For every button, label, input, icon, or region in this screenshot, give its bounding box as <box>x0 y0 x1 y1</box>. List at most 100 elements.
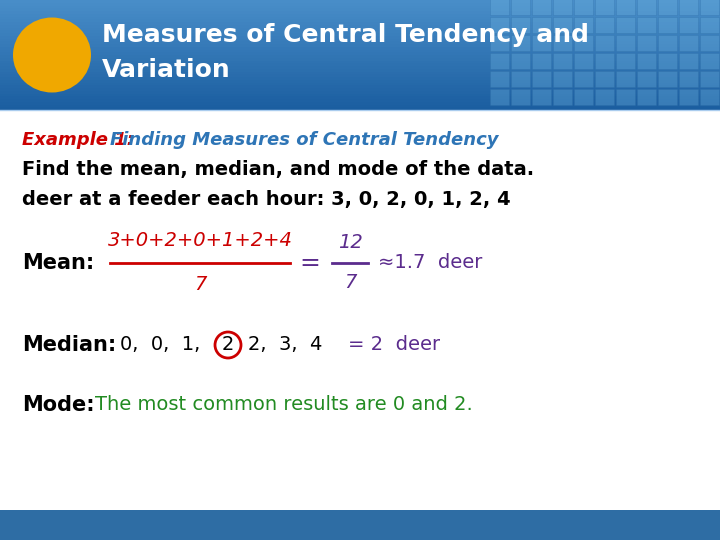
Bar <box>0 49 720 52</box>
Bar <box>532 17 551 33</box>
Bar <box>637 89 656 105</box>
Text: = 2  deer: = 2 deer <box>348 335 440 354</box>
Bar <box>0 82 720 85</box>
Bar <box>700 89 719 105</box>
Bar <box>553 17 572 33</box>
Bar <box>553 35 572 51</box>
Bar <box>616 17 635 33</box>
Bar <box>0 90 720 93</box>
Bar <box>0 40 720 44</box>
Bar <box>511 35 530 51</box>
Bar <box>574 17 593 33</box>
Bar <box>0 84 720 88</box>
Bar <box>0 54 720 58</box>
Bar <box>595 0 614 15</box>
Text: Mean:: Mean: <box>22 253 94 273</box>
Bar <box>532 89 551 105</box>
Bar <box>595 89 614 105</box>
Bar <box>0 16 720 19</box>
Bar <box>0 59 720 63</box>
Bar <box>595 53 614 69</box>
Bar <box>0 4 720 8</box>
Bar <box>0 37 720 41</box>
Bar <box>0 71 720 74</box>
Text: Find the mean, median, and mode of the data.: Find the mean, median, and mode of the d… <box>22 160 534 179</box>
Bar <box>616 0 635 15</box>
Bar <box>679 0 698 15</box>
Text: 3+0+2+0+1+2+4: 3+0+2+0+1+2+4 <box>107 232 292 251</box>
Bar <box>0 87 720 91</box>
Bar <box>532 53 551 69</box>
Text: Copyright © by Holt Mc Dougal. All Rights Reserved.: Copyright © by Holt Mc Dougal. All Right… <box>433 520 708 530</box>
Bar <box>0 51 720 55</box>
Text: 2: 2 <box>222 335 234 354</box>
Bar <box>553 89 572 105</box>
Bar <box>700 53 719 69</box>
Text: =: = <box>300 251 320 275</box>
Text: ≈1.7  deer: ≈1.7 deer <box>378 253 482 273</box>
Bar <box>490 89 509 105</box>
Bar <box>679 71 698 87</box>
Bar <box>0 95 720 99</box>
Bar <box>511 53 530 69</box>
Bar <box>574 35 593 51</box>
Text: deer at a feeder each hour: 3, 0, 2, 0, 1, 2, 4: deer at a feeder each hour: 3, 0, 2, 0, … <box>22 191 510 210</box>
Bar <box>700 0 719 15</box>
Bar <box>574 89 593 105</box>
Bar <box>0 13 720 17</box>
Bar <box>616 89 635 105</box>
Bar <box>490 0 509 15</box>
Bar <box>0 65 720 69</box>
Text: Finding Measures of Central Tendency: Finding Measures of Central Tendency <box>110 131 498 149</box>
Bar <box>658 17 677 33</box>
Bar <box>0 98 720 102</box>
Bar <box>679 89 698 105</box>
Bar <box>0 29 720 33</box>
Text: 0,  0,  1,: 0, 0, 1, <box>120 335 200 354</box>
Bar <box>0 10 720 14</box>
Bar <box>0 35 720 38</box>
Text: 12: 12 <box>338 233 362 253</box>
Bar <box>0 7 720 11</box>
Bar <box>511 0 530 15</box>
Bar <box>658 35 677 51</box>
Text: Median:: Median: <box>22 335 116 355</box>
Bar <box>511 71 530 87</box>
Bar <box>700 71 719 87</box>
Bar <box>0 18 720 22</box>
Bar <box>0 2 720 5</box>
Bar <box>532 71 551 87</box>
Bar <box>616 71 635 87</box>
Bar <box>0 57 720 60</box>
Bar <box>0 79 720 83</box>
Bar <box>0 68 720 71</box>
Bar <box>532 0 551 15</box>
Bar <box>658 0 677 15</box>
Bar <box>0 24 720 28</box>
Bar <box>700 35 719 51</box>
Bar <box>0 46 720 50</box>
Bar <box>637 35 656 51</box>
Bar <box>511 17 530 33</box>
Bar <box>595 17 614 33</box>
Bar <box>0 510 720 540</box>
Bar <box>679 35 698 51</box>
Bar <box>553 0 572 15</box>
Bar <box>595 71 614 87</box>
Text: 2,  3,  4: 2, 3, 4 <box>248 335 323 354</box>
Bar <box>637 0 656 15</box>
Bar <box>0 106 720 110</box>
Text: 7: 7 <box>344 273 356 293</box>
Bar <box>490 53 509 69</box>
Text: Holt McDougal Algebra 2: Holt McDougal Algebra 2 <box>12 518 168 531</box>
Bar <box>658 71 677 87</box>
Bar <box>490 17 509 33</box>
Bar <box>616 35 635 51</box>
Bar <box>0 92 720 96</box>
Bar <box>595 35 614 51</box>
Bar <box>490 35 509 51</box>
Text: The most common results are 0 and 2.: The most common results are 0 and 2. <box>95 395 473 415</box>
Bar <box>0 26 720 30</box>
Bar <box>679 17 698 33</box>
Bar <box>0 104 720 107</box>
